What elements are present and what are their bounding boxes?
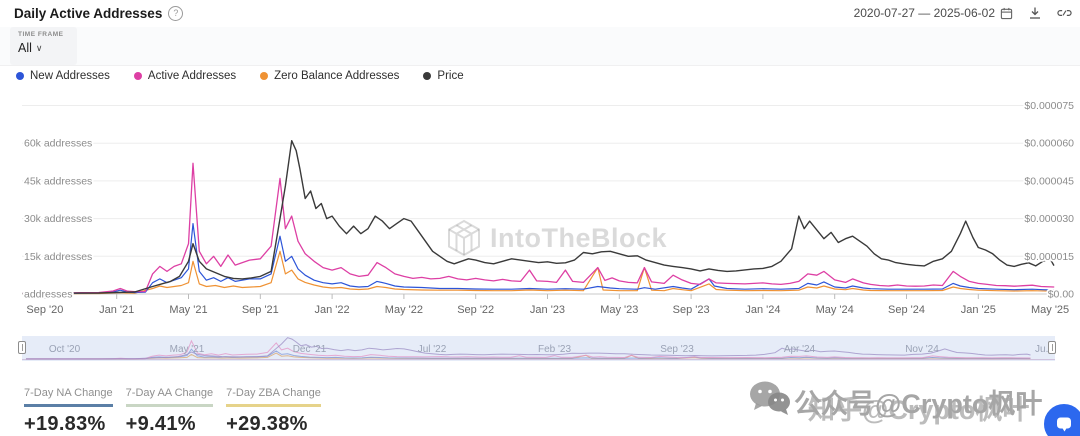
stat-value: +9.41%: [125, 413, 196, 435]
stat-value: +29.38%: [226, 413, 308, 435]
link-icon: [1057, 10, 1072, 16]
page-title: Daily Active Addresses ?: [14, 6, 184, 21]
author-watermark: 公众号@Crypto枫叶 知乎@Crypto枫叶: [748, 376, 1058, 428]
svg-text:May '23: May '23: [600, 304, 638, 316]
stat-label: 7-Day AA Change: [125, 387, 214, 407]
brush-handle-left[interactable]: [18, 341, 26, 354]
help-icon[interactable]: ?: [168, 6, 184, 21]
stat-label: 7-Day ZBA Change: [226, 387, 321, 407]
svg-text:May '22: May '22: [385, 304, 423, 316]
stat-zba-change: 7-Day ZBA Change +29.38%: [226, 383, 321, 436]
wechat-icon: [750, 381, 790, 415]
svg-text:60k addresses: 60k addresses: [24, 138, 92, 150]
title-text: Daily Active Addresses: [14, 6, 163, 21]
stats-row: 7-Day NA Change +19.83% 7-Day AA Change …: [24, 383, 321, 436]
svg-text:Nov '24: Nov '24: [905, 344, 939, 355]
date-range-text: 2020-07-27 — 2025-06-02: [853, 6, 995, 20]
svg-text:30k addresses: 30k addresses: [24, 213, 92, 225]
date-range-picker[interactable]: 2020-07-27 — 2025-06-02: [854, 6, 1013, 20]
timeframe-dropdown[interactable]: TIME FRAME All ∨: [10, 27, 78, 65]
brush-handle-right[interactable]: [1048, 341, 1056, 354]
svg-text:Sep '23: Sep '23: [673, 304, 710, 316]
calendar-icon: [1000, 7, 1013, 19]
svg-text:Jan '22: Jan '22: [315, 304, 350, 316]
download-icon: [1030, 7, 1040, 19]
svg-text:May '21: May '21: [169, 304, 207, 316]
stat-aa-change: 7-Day AA Change +9.41%: [125, 383, 214, 436]
legend-item-new-addresses[interactable]: New Addresses: [16, 70, 110, 82]
legend-label: New Addresses: [30, 70, 110, 82]
legend-label: Price: [437, 70, 464, 82]
chart-legend: New Addresses Active Addresses Zero Bala…: [16, 70, 464, 82]
controls-row: TIME FRAME All ∨: [0, 27, 1080, 66]
header-toolbar: 2020-07-27 — 2025-06-02: [854, 6, 1072, 20]
legend-item-active-addresses[interactable]: Active Addresses: [133, 70, 237, 82]
svg-text:Sep '22: Sep '22: [457, 304, 494, 316]
svg-text:Apr '24: Apr '24: [784, 344, 816, 355]
legend-dot-black: [423, 72, 432, 80]
svg-text:$0.000030: $0.000030: [1024, 213, 1074, 225]
intotheblock-watermark-text: IntoTheBlock: [490, 222, 668, 253]
legend-dot-orange: [260, 72, 269, 80]
svg-text:May '21: May '21: [170, 344, 205, 355]
chevron-down-icon: ∨: [35, 42, 43, 53]
intotheblock-watermark: IntoTheBlock: [447, 219, 667, 257]
stat-na-change: 7-Day NA Change +19.83%: [24, 383, 113, 436]
timeframe-label: TIME FRAME: [18, 31, 64, 38]
legend-label: Active Addresses: [147, 70, 237, 82]
svg-text:Ju...: Ju...: [1035, 344, 1054, 355]
intotheblock-logo-icon: [448, 219, 480, 257]
svg-text:$0.000045: $0.000045: [1024, 175, 1074, 187]
share-link-button[interactable]: [1057, 6, 1072, 20]
minimap-canvas: Oct '20 May '21 Dec '21 Jul '22 Feb '23 Sep '…: [22, 337, 1055, 360]
svg-text:Jan '24: Jan '24: [745, 304, 780, 316]
svg-text:Jan '25: Jan '25: [961, 304, 996, 316]
svg-text:Sep '23: Sep '23: [660, 344, 694, 355]
watermark-text-zhihu: 知乎@Crypto枫叶: [808, 395, 1030, 425]
svg-text:May '25: May '25: [1031, 304, 1069, 316]
svg-text:45k addresses: 45k addresses: [24, 175, 92, 187]
svg-text:addresses: addresses: [24, 289, 72, 301]
legend-item-price[interactable]: Price: [423, 70, 464, 82]
svg-text:$0.000015: $0.000015: [1024, 251, 1074, 263]
svg-text:Oct '20: Oct '20: [49, 344, 81, 355]
svg-text:Sep '21: Sep '21: [242, 304, 279, 316]
svg-text:$0.000075: $0.000075: [1024, 100, 1074, 112]
stat-label: 7-Day NA Change: [24, 387, 113, 407]
svg-text:Jan '21: Jan '21: [99, 304, 134, 316]
legend-item-zero-balance-addresses[interactable]: Zero Balance Addresses: [260, 70, 399, 82]
chat-widget-button[interactable]: [1041, 401, 1080, 436]
svg-text:$0.00: $0.00: [1048, 289, 1074, 301]
download-button[interactable]: [1028, 6, 1042, 20]
svg-text:Jan '23: Jan '23: [530, 304, 565, 316]
watermark-text-gongzhonghao: 公众号@Crypto枫叶: [794, 389, 1043, 419]
legend-label: Zero Balance Addresses: [274, 70, 400, 82]
svg-text:Dec '21: Dec '21: [293, 344, 327, 355]
svg-text:Jul '22: Jul '22: [418, 344, 447, 355]
svg-text:Feb '23: Feb '23: [538, 344, 571, 355]
svg-text:15k addresses: 15k addresses: [24, 251, 92, 263]
minimap-brush[interactable]: Oct '20 May '21 Dec '21 Jul '22 Feb '23 Sep '…: [18, 336, 1056, 361]
chat-bubble-icon: [1057, 417, 1071, 432]
legend-dot-blue: [16, 72, 24, 80]
svg-text:Sep '20: Sep '20: [26, 304, 63, 316]
svg-text:$0.000060: $0.000060: [1024, 138, 1074, 150]
svg-text:Sep '24: Sep '24: [888, 304, 925, 316]
legend-dot-magenta: [133, 72, 142, 80]
stat-value: +19.83%: [24, 413, 106, 435]
svg-text:May '24: May '24: [816, 304, 854, 316]
timeframe-value: All: [18, 41, 32, 55]
